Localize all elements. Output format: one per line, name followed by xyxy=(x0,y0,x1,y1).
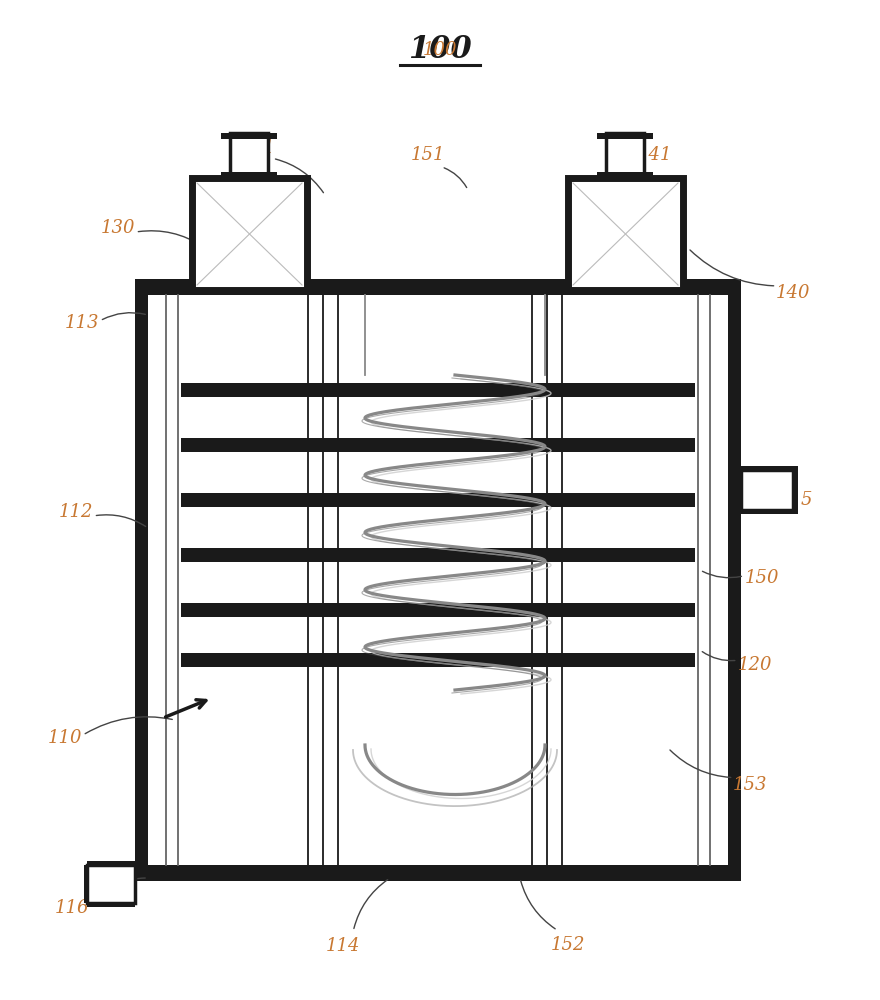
Text: 152: 152 xyxy=(551,936,585,954)
Bar xyxy=(181,603,695,617)
Bar xyxy=(741,470,793,510)
Text: 114: 114 xyxy=(326,937,360,955)
Bar xyxy=(181,383,695,397)
FancyArrowPatch shape xyxy=(102,313,145,320)
Text: 131: 131 xyxy=(241,139,275,157)
Bar xyxy=(135,279,741,295)
Text: 140: 140 xyxy=(776,284,810,302)
FancyArrowPatch shape xyxy=(444,168,466,188)
Bar xyxy=(87,902,135,907)
FancyArrowPatch shape xyxy=(670,750,730,777)
Bar xyxy=(597,133,653,139)
Text: 113: 113 xyxy=(65,314,99,332)
FancyArrowPatch shape xyxy=(690,250,774,286)
FancyArrowPatch shape xyxy=(275,159,324,193)
Text: 151: 151 xyxy=(411,146,445,164)
Bar xyxy=(181,548,695,562)
Bar xyxy=(741,466,797,471)
Bar xyxy=(230,133,268,178)
Bar xyxy=(793,466,798,514)
FancyArrowPatch shape xyxy=(85,717,172,734)
Text: 100: 100 xyxy=(422,41,458,59)
Bar xyxy=(221,133,277,139)
FancyArrowPatch shape xyxy=(91,878,145,900)
FancyArrowPatch shape xyxy=(138,231,202,246)
Bar xyxy=(221,172,277,178)
Text: 120: 120 xyxy=(737,656,773,674)
FancyArrowPatch shape xyxy=(751,499,775,502)
Bar xyxy=(606,133,644,178)
Bar xyxy=(84,865,89,903)
Text: 115: 115 xyxy=(779,491,813,509)
FancyArrowPatch shape xyxy=(702,652,735,661)
Bar xyxy=(192,178,307,290)
FancyArrowPatch shape xyxy=(702,571,742,578)
Bar xyxy=(568,178,683,290)
FancyArrowPatch shape xyxy=(622,170,642,189)
Text: 112: 112 xyxy=(59,503,93,521)
Bar xyxy=(181,493,695,507)
Text: 141: 141 xyxy=(638,146,672,164)
Text: 110: 110 xyxy=(48,729,82,747)
FancyArrowPatch shape xyxy=(354,880,388,928)
Text: 153: 153 xyxy=(733,776,767,794)
Bar xyxy=(87,861,135,866)
Bar xyxy=(181,653,695,667)
FancyArrowPatch shape xyxy=(521,881,555,929)
Text: 116: 116 xyxy=(55,899,89,917)
Bar xyxy=(181,438,695,452)
Text: 100: 100 xyxy=(408,34,472,66)
Bar xyxy=(728,295,741,865)
Bar xyxy=(597,172,653,178)
FancyArrowPatch shape xyxy=(96,515,146,526)
Bar xyxy=(741,509,797,514)
Text: 130: 130 xyxy=(100,219,136,237)
Bar xyxy=(87,865,135,903)
Bar xyxy=(135,865,741,881)
Text: 150: 150 xyxy=(744,569,780,587)
Bar xyxy=(135,295,148,865)
